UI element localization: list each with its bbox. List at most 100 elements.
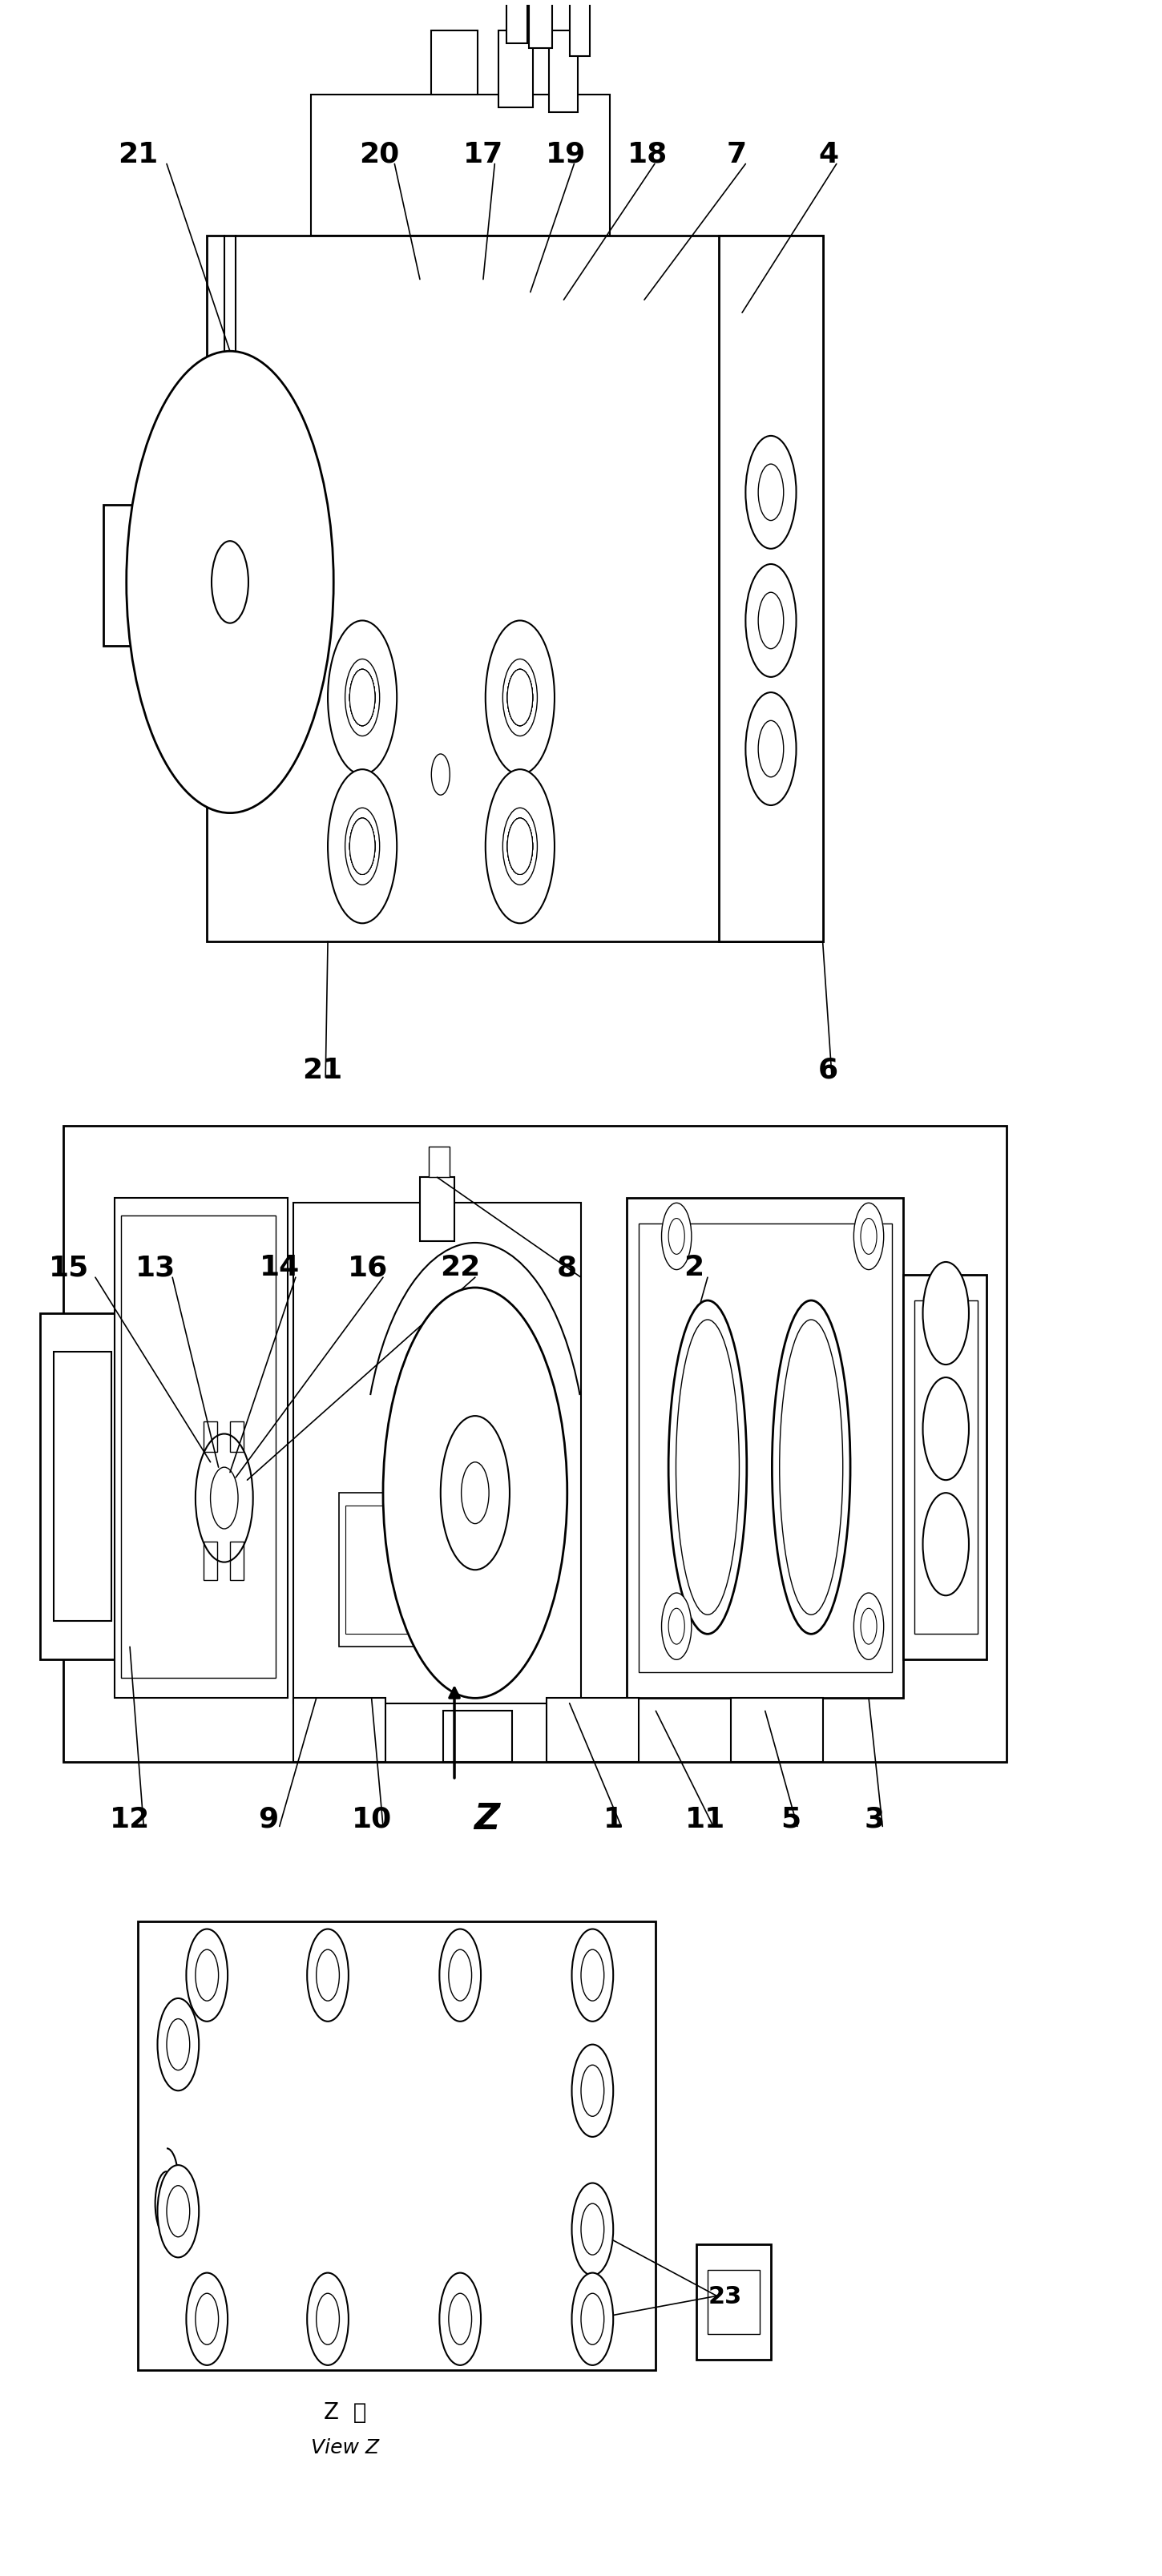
Circle shape — [508, 670, 532, 726]
Circle shape — [508, 819, 532, 876]
Text: 9: 9 — [258, 1806, 278, 1832]
Text: 3: 3 — [865, 1806, 884, 1832]
Circle shape — [350, 670, 375, 726]
Text: 2: 2 — [683, 1255, 704, 1280]
Circle shape — [854, 1592, 883, 1659]
Circle shape — [350, 819, 375, 876]
Bar — [345, 1507, 449, 1633]
Circle shape — [508, 819, 532, 876]
Circle shape — [759, 721, 783, 778]
Circle shape — [581, 1950, 604, 2002]
Circle shape — [746, 693, 796, 806]
Circle shape — [449, 1950, 472, 2002]
Bar — [548, 31, 578, 113]
Circle shape — [350, 819, 375, 876]
Bar — [339, 1494, 454, 1646]
Circle shape — [211, 541, 249, 623]
Bar — [230, 1543, 244, 1582]
Bar — [507, 0, 526, 44]
Bar — [115, 1198, 287, 1698]
Circle shape — [350, 819, 375, 876]
Circle shape — [661, 1203, 691, 1270]
Bar — [310, 95, 610, 237]
Text: 17: 17 — [462, 142, 503, 167]
Circle shape — [195, 1950, 218, 2002]
Bar — [203, 1422, 217, 1453]
Circle shape — [923, 1262, 969, 1365]
Text: 18: 18 — [627, 142, 668, 167]
Bar — [431, 31, 478, 95]
Circle shape — [186, 1929, 228, 2022]
Bar — [569, 0, 590, 57]
Text: 12: 12 — [109, 1806, 150, 1832]
Circle shape — [661, 1592, 691, 1659]
Circle shape — [186, 2272, 228, 2365]
Circle shape — [861, 1218, 877, 1255]
Circle shape — [486, 621, 554, 775]
Text: 15: 15 — [49, 1255, 89, 1280]
Circle shape — [127, 353, 333, 814]
Circle shape — [581, 2293, 604, 2344]
Circle shape — [350, 670, 375, 726]
Bar — [639, 1224, 891, 1672]
Circle shape — [166, 2184, 189, 2236]
Circle shape — [668, 1218, 684, 1255]
Circle shape — [503, 659, 537, 737]
Circle shape — [508, 819, 532, 876]
Circle shape — [350, 670, 375, 726]
Circle shape — [508, 670, 532, 726]
Circle shape — [158, 1999, 199, 2092]
Bar — [63, 1126, 1006, 1762]
Text: 1: 1 — [603, 1806, 623, 1832]
Bar — [498, 31, 532, 108]
Bar — [138, 1922, 655, 2370]
Circle shape — [350, 670, 375, 726]
Text: View Z: View Z — [311, 2437, 379, 2458]
Text: 8: 8 — [557, 1255, 578, 1280]
Circle shape — [508, 670, 532, 726]
Bar — [419, 1177, 454, 1242]
Circle shape — [508, 819, 532, 876]
Text: 16: 16 — [347, 1255, 388, 1280]
Circle shape — [383, 1288, 567, 1698]
Circle shape — [923, 1378, 969, 1481]
Ellipse shape — [676, 1319, 739, 1615]
Circle shape — [195, 2293, 218, 2344]
Bar — [708, 2269, 760, 2334]
Circle shape — [350, 670, 375, 726]
Circle shape — [439, 1929, 481, 2022]
Circle shape — [449, 2293, 472, 2344]
Text: 14: 14 — [259, 1255, 300, 1280]
Text: 13: 13 — [135, 1255, 175, 1280]
Bar — [429, 1146, 450, 1177]
Circle shape — [861, 1607, 877, 1643]
Circle shape — [350, 819, 375, 876]
Circle shape — [923, 1494, 969, 1595]
Circle shape — [345, 659, 380, 737]
Circle shape — [328, 770, 397, 925]
Bar — [53, 1352, 112, 1620]
Circle shape — [461, 1463, 489, 1525]
Circle shape — [486, 770, 554, 925]
Bar — [41, 1314, 115, 1659]
Circle shape — [431, 755, 450, 796]
Circle shape — [508, 819, 532, 876]
Bar — [731, 1698, 823, 1762]
Circle shape — [328, 621, 397, 775]
Circle shape — [508, 670, 532, 726]
Bar — [627, 1198, 903, 1698]
Circle shape — [350, 819, 375, 876]
Text: 11: 11 — [686, 1806, 725, 1832]
Ellipse shape — [668, 1301, 747, 1633]
Circle shape — [508, 670, 532, 726]
Circle shape — [307, 1929, 349, 2022]
Bar — [207, 237, 823, 943]
Circle shape — [746, 435, 796, 549]
Circle shape — [854, 1203, 883, 1270]
Text: 10: 10 — [351, 1806, 392, 1832]
Bar — [230, 1422, 244, 1453]
Bar — [696, 2244, 770, 2360]
Text: 22: 22 — [440, 1255, 480, 1280]
Text: 6: 6 — [818, 1056, 839, 1084]
Circle shape — [759, 592, 783, 649]
